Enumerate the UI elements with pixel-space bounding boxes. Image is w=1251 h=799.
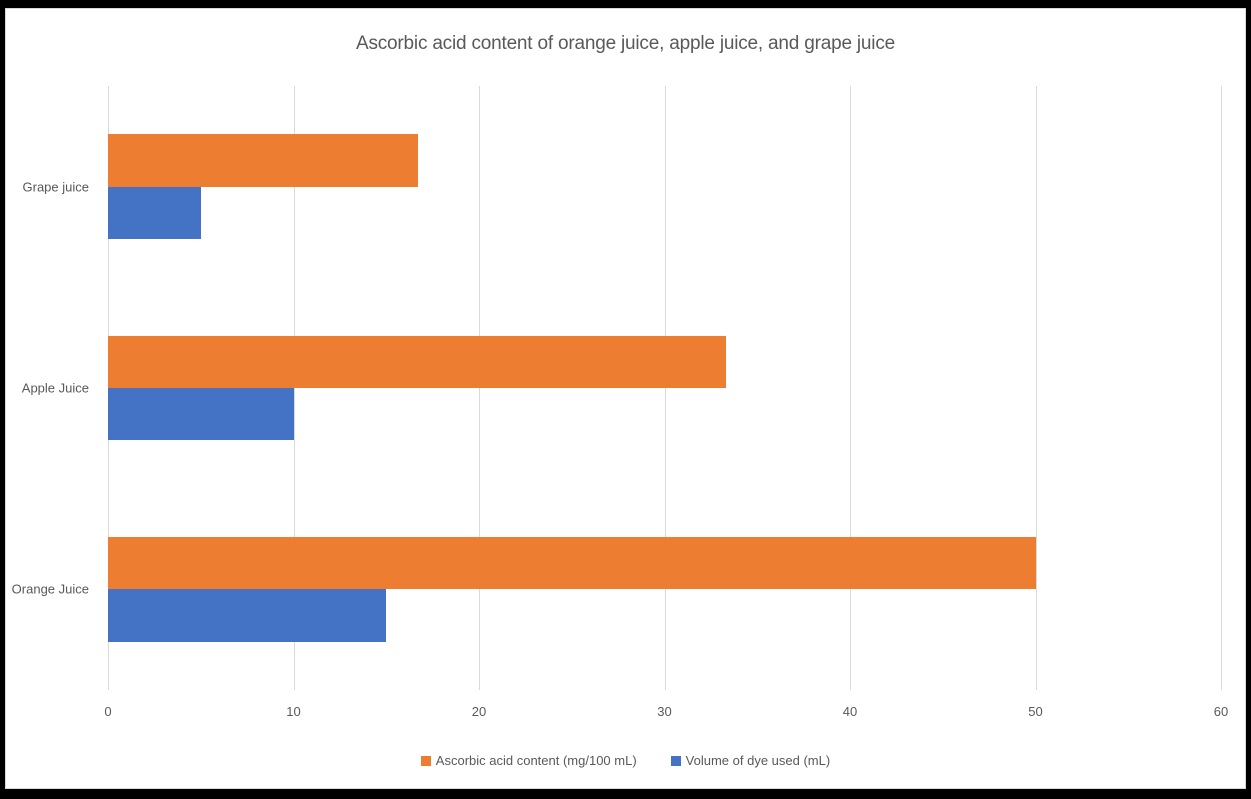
x-tick-label: 60 <box>1213 704 1229 719</box>
legend-item: Ascorbic acid content (mg/100 mL) <box>420 753 637 768</box>
bar-ascorbic-orange-juice <box>108 536 1036 590</box>
legend: Ascorbic acid content (mg/100 mL) Volume … <box>6 753 1245 768</box>
category-row <box>108 86 1221 287</box>
legend-label: Volume of dye used (mL) <box>685 753 831 768</box>
plot-area <box>108 86 1222 690</box>
category-label: Orange Juice <box>11 581 89 597</box>
x-tick-label: 30 <box>657 704 672 719</box>
gridline <box>293 86 295 690</box>
gridline <box>1221 86 1222 690</box>
legend-label: Ascorbic acid content (mg/100 mL) <box>435 753 637 768</box>
x-tick-label: 50 <box>1028 704 1043 719</box>
x-tick-label: 0 <box>104 704 112 719</box>
legend-swatch-icon <box>420 755 431 766</box>
bar-ascorbic-grape-juice <box>108 134 418 187</box>
gridline <box>479 86 480 690</box>
x-axis: 0 10 20 30 40 50 60 <box>104 704 1228 722</box>
gridline <box>664 86 666 690</box>
x-tick-label: 40 <box>842 704 858 719</box>
category-label: Apple Juice <box>21 380 89 396</box>
category-axis: Grape juice Apple Juice Orange Juice <box>6 86 89 690</box>
gridline <box>1035 86 1037 690</box>
chart-container: Ascorbic acid content of orange juice, a… <box>5 8 1246 789</box>
bar-volume-orange-juice <box>108 589 387 642</box>
legend-item: Volume of dye used (mL) <box>670 753 831 768</box>
x-tick-label: 10 <box>286 704 301 719</box>
gridline <box>850 86 851 690</box>
category-row <box>108 489 1221 690</box>
bar-ascorbic-apple-juice <box>108 335 726 388</box>
chart-title: Ascorbic acid content of orange juice, a… <box>355 33 895 54</box>
category-row <box>108 287 1221 488</box>
legend-swatch-icon <box>670 755 681 766</box>
x-tick-label: 20 <box>471 704 487 719</box>
category-label: Grape juice <box>22 179 89 195</box>
bar-volume-apple-juice <box>108 387 294 441</box>
bar-volume-grape-juice <box>108 186 201 239</box>
